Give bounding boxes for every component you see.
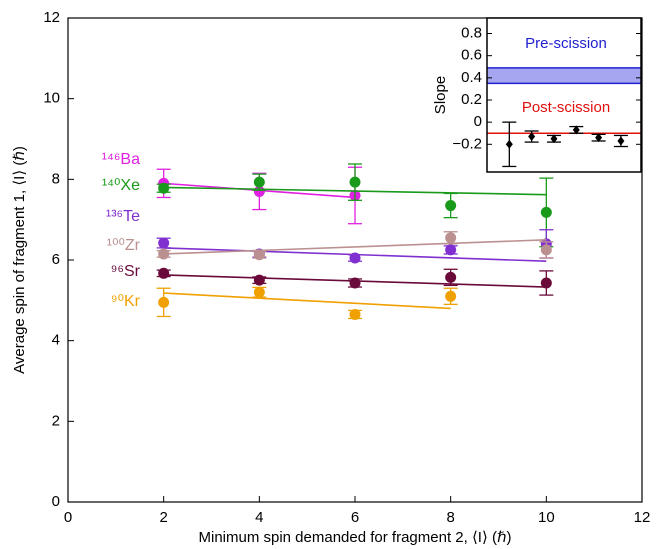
y-tick-label: 10 (43, 90, 60, 107)
pre-scission-band (487, 67, 641, 84)
y-tick-label: 12 (43, 9, 60, 26)
data-point (349, 277, 361, 289)
data-point (253, 249, 265, 261)
data-point (158, 248, 170, 260)
inset-y-tick-label: 0.6 (461, 47, 482, 64)
data-point (349, 252, 361, 264)
data-point (158, 267, 170, 279)
data-point (445, 271, 457, 283)
data-point (540, 244, 552, 256)
x-tick-label: 4 (255, 509, 263, 526)
inset-y-tick-label: 0.2 (461, 91, 482, 108)
data-point (445, 244, 457, 256)
data-point (540, 277, 552, 289)
x-tick-label: 8 (446, 509, 454, 526)
x-tick-label: 6 (351, 509, 359, 526)
y-tick-label: 8 (52, 170, 60, 187)
inset-y-tick-label: 0.8 (461, 24, 482, 41)
inset-point (528, 132, 536, 142)
inset-y-tick-label: −0.2 (452, 135, 482, 152)
data-point (445, 232, 457, 244)
series-label: ¹⁴⁶Ba (102, 151, 140, 168)
y-tick-label: 4 (52, 332, 60, 349)
post-scission-label: Post-scission (522, 99, 610, 116)
data-point (253, 274, 265, 286)
inset-y-label: Slope (432, 76, 449, 114)
x-tick-label: 0 (64, 509, 72, 526)
inset-point (595, 133, 603, 143)
data-point (253, 286, 265, 298)
inset-y-tick-label: 0 (474, 113, 482, 130)
inset-point (505, 139, 513, 149)
series-label: ⁹⁶Sr (111, 263, 141, 280)
y-tick-label: 0 (52, 493, 60, 510)
data-point (445, 290, 457, 302)
x-axis-label: Minimum spin demanded for fragment 2, ⟨I… (199, 529, 512, 546)
pre-scission-label: Pre-scission (525, 35, 607, 52)
inset-point (550, 134, 558, 144)
data-point (253, 176, 265, 188)
inset-y-tick-label: 0.4 (461, 69, 482, 86)
x-tick-label: 2 (159, 509, 167, 526)
fit-line (163, 292, 451, 310)
y-tick-label: 6 (52, 251, 60, 268)
data-point (349, 176, 361, 188)
x-tick-label: 10 (538, 509, 555, 526)
series-label: ⁹⁰Kr (111, 293, 141, 310)
y-tick-label: 2 (52, 412, 60, 429)
data-point (540, 206, 552, 218)
inset-point (572, 125, 580, 135)
series-label: ¹³⁶Te (106, 208, 140, 225)
data-point (158, 296, 170, 308)
fit-line (163, 239, 547, 255)
data-point (445, 200, 457, 212)
series-label: ¹⁴⁰Xe (102, 177, 140, 194)
inset-frame (486, 17, 642, 173)
inset-point (617, 136, 625, 146)
data-point (158, 182, 170, 194)
data-point (349, 308, 361, 320)
data-point (158, 237, 170, 249)
x-tick-label: 12 (634, 509, 651, 526)
y-axis-label: Average spin of fragment 1, ⟨I⟩ (ℏ) (11, 146, 28, 374)
series-label: ¹⁰⁰Zr (107, 237, 141, 254)
